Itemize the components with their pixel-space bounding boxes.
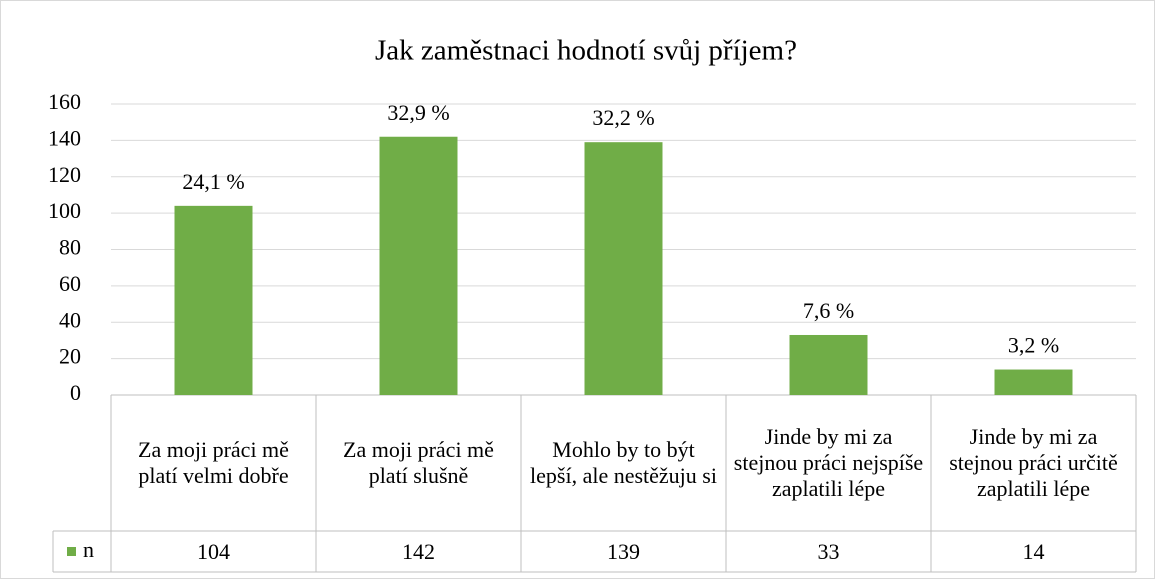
y-tick-label: 120	[48, 162, 81, 187]
y-tick-label: 160	[48, 89, 81, 114]
y-tick-label: 20	[59, 344, 81, 369]
y-tick-label: 60	[59, 271, 81, 296]
y-tick-label: 40	[59, 307, 81, 332]
legend-label: n	[83, 537, 94, 562]
value-cell: 139	[607, 538, 640, 564]
data-label: 3,2 %	[1008, 333, 1059, 358]
y-tick-label: 80	[59, 235, 81, 260]
value-cell: 104	[197, 538, 230, 564]
data-label: 32,2 %	[592, 105, 654, 130]
category-cell: Za moji práci mě platí velmi dobře	[138, 437, 289, 488]
data-label: 32,9 %	[387, 100, 449, 125]
bar	[379, 136, 458, 396]
value-cell: 33	[817, 538, 840, 564]
chart-title: Jak zaměstnaci hodnotí svůj příjem?	[375, 35, 797, 67]
data-label: 7,6 %	[803, 298, 854, 323]
category-cell: Mohlo by to být lepší, ale nestěžuju si	[530, 437, 717, 488]
value-cell: 14	[1022, 538, 1045, 564]
category-cell: Jinde by mi za stejnou práci nejspíše za…	[733, 424, 924, 501]
y-tick-label: 100	[48, 198, 81, 223]
y-tick-label: 140	[48, 125, 81, 150]
category-cell: Za moji práci mě platí slušně	[343, 437, 494, 488]
bar	[174, 205, 253, 395]
legend-swatch	[67, 547, 76, 556]
value-cell: 142	[402, 538, 435, 564]
category-cell: Jinde by mi za stejnou práci určitě zapl…	[949, 424, 1118, 501]
bar	[584, 142, 663, 395]
bar	[994, 369, 1073, 395]
data-label: 24,1 %	[182, 169, 244, 194]
y-tick-label: 0	[70, 380, 81, 405]
bar	[789, 334, 868, 395]
